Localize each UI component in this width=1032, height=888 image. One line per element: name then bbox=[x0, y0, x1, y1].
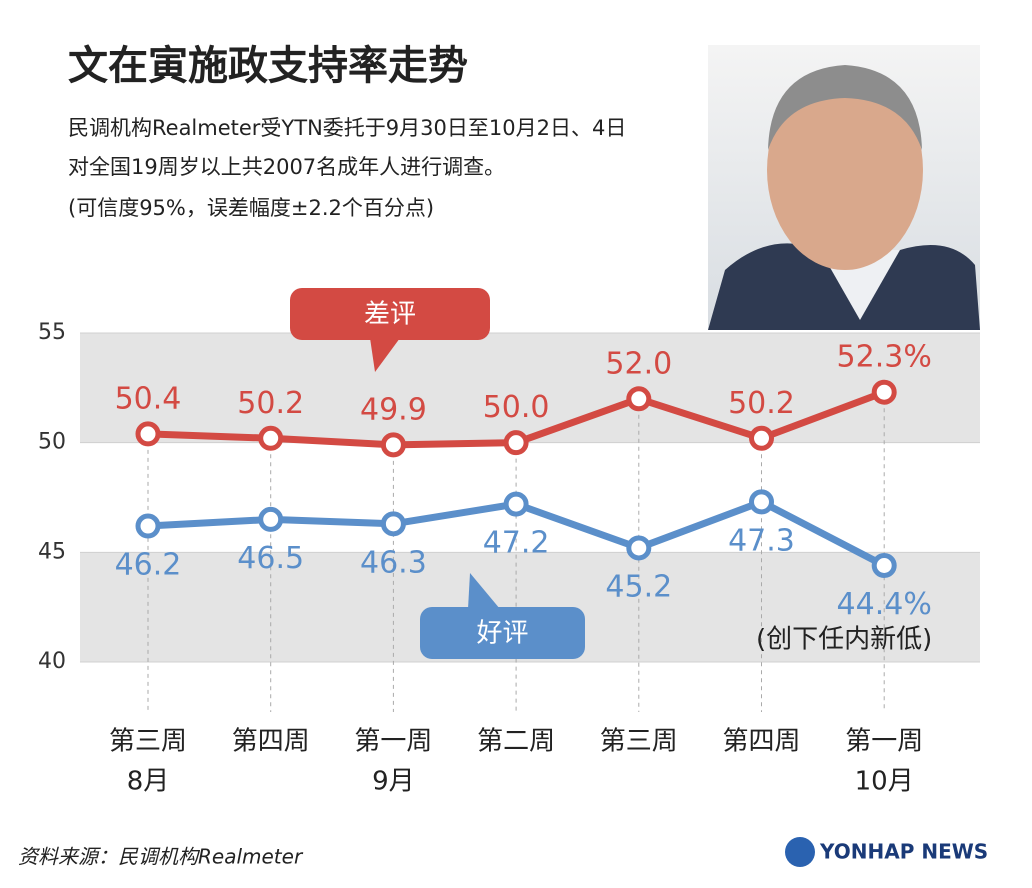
band bbox=[80, 333, 980, 443]
logo-text: YONHAP NEWS bbox=[819, 840, 988, 864]
value-label: 52.0 bbox=[605, 346, 672, 381]
value-label: 50.2 bbox=[237, 386, 304, 421]
point bbox=[135, 421, 161, 447]
value-label: 46.2 bbox=[115, 548, 182, 583]
point bbox=[258, 425, 284, 451]
point bbox=[503, 491, 529, 517]
value-label: 44.4% bbox=[837, 587, 932, 622]
legend-label: 好评 bbox=[476, 619, 528, 649]
value-label: 47.2 bbox=[483, 526, 550, 561]
x-tick-label: 第一周 bbox=[845, 727, 923, 757]
point bbox=[749, 425, 774, 451]
x-tick-label: 第三周 bbox=[109, 727, 187, 757]
point bbox=[258, 506, 284, 532]
plot: 40 45 50 55 第三周 8月 第四周 第一周 9月 第二周 第三周 第四周 第一周 10月 50.4… bbox=[38, 288, 980, 797]
value-label: 50.4 bbox=[115, 381, 182, 416]
point bbox=[749, 489, 774, 515]
point bbox=[503, 430, 529, 456]
legend-label: 差评 bbox=[364, 300, 416, 330]
y-tick-label: 50 bbox=[38, 430, 66, 455]
value-label: 52.3% bbox=[837, 340, 932, 375]
x-tick-label: 第二周 bbox=[477, 727, 555, 757]
x-tick-label: 第三周 bbox=[600, 727, 678, 757]
subtitle: (可信度95%，误差幅度±2.2个百分点) bbox=[68, 196, 434, 220]
x-group-label: 10月 bbox=[855, 767, 914, 797]
legend-pointer bbox=[468, 573, 500, 609]
x-tick-label: 第四周 bbox=[232, 727, 310, 757]
point bbox=[626, 386, 652, 412]
point bbox=[380, 511, 406, 537]
portrait bbox=[708, 45, 980, 330]
value-label: 46.5 bbox=[237, 541, 304, 576]
x-tick-label: 第一周 bbox=[354, 727, 432, 757]
x-tick-label: 第四周 bbox=[722, 727, 800, 757]
logo: YONHAP NEWS bbox=[785, 837, 988, 867]
y-tick-label: 40 bbox=[38, 649, 66, 674]
subtitle: 对全国19周岁以上共2007名成年人进行调查。 bbox=[68, 155, 505, 179]
point bbox=[380, 432, 406, 458]
source: 资料来源：民调机构Realmeter bbox=[18, 845, 304, 869]
y-tick-label: 45 bbox=[38, 539, 66, 564]
subtitle: 民调机构Realmeter受YTN委托于9月30日至10月2日、4日 bbox=[68, 116, 626, 140]
point bbox=[135, 513, 161, 539]
point bbox=[871, 552, 897, 578]
point bbox=[871, 379, 897, 405]
y-tick-label: 55 bbox=[38, 320, 66, 345]
x-group-label: 9月 bbox=[372, 767, 415, 797]
value-label: 50.2 bbox=[728, 386, 795, 421]
value-label: 49.9 bbox=[360, 392, 427, 427]
legend-box bbox=[420, 607, 585, 659]
x-group-label: 8月 bbox=[127, 767, 170, 797]
legend-pointer bbox=[370, 338, 400, 372]
value-label: 45.2 bbox=[605, 569, 672, 604]
value-label: 47.3 bbox=[728, 523, 795, 558]
annotation: (创下任内新低) bbox=[756, 625, 932, 655]
value-label: 46.3 bbox=[360, 545, 427, 580]
chart-title: 文在寅施政支持率走势 bbox=[68, 43, 468, 89]
value-label: 50.0 bbox=[483, 390, 550, 425]
point bbox=[626, 535, 652, 561]
legend-box bbox=[290, 288, 490, 340]
